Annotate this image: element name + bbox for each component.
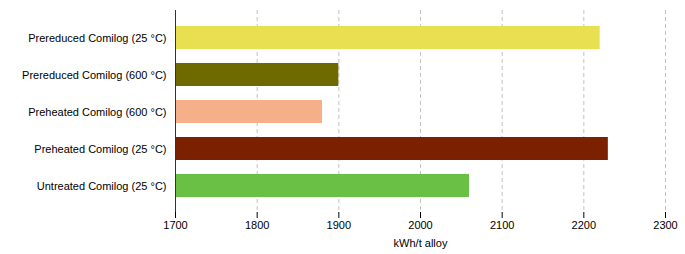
svg-text:Preheated Comilog (600 °C): Preheated Comilog (600 °C) bbox=[28, 106, 166, 118]
svg-text:2000: 2000 bbox=[408, 219, 432, 231]
svg-text:Untreated Comilog (25 °C): Untreated Comilog (25 °C) bbox=[37, 180, 167, 192]
svg-text:2200: 2200 bbox=[572, 219, 596, 231]
svg-text:1800: 1800 bbox=[245, 219, 269, 231]
svg-text:Prereduced Comilog (25 °C): Prereduced Comilog (25 °C) bbox=[28, 32, 166, 44]
svg-text:1900: 1900 bbox=[327, 219, 351, 231]
svg-text:1700: 1700 bbox=[163, 219, 187, 231]
svg-text:kWh/t alloy: kWh/t alloy bbox=[394, 237, 448, 249]
svg-text:Preheated Comilog (25 °C): Preheated Comilog (25 °C) bbox=[34, 143, 166, 155]
svg-text:Prereduced Comilog (600 °C): Prereduced Comilog (600 °C) bbox=[22, 69, 166, 81]
svg-text:2100: 2100 bbox=[490, 219, 514, 231]
svg-text:2300: 2300 bbox=[653, 219, 677, 231]
